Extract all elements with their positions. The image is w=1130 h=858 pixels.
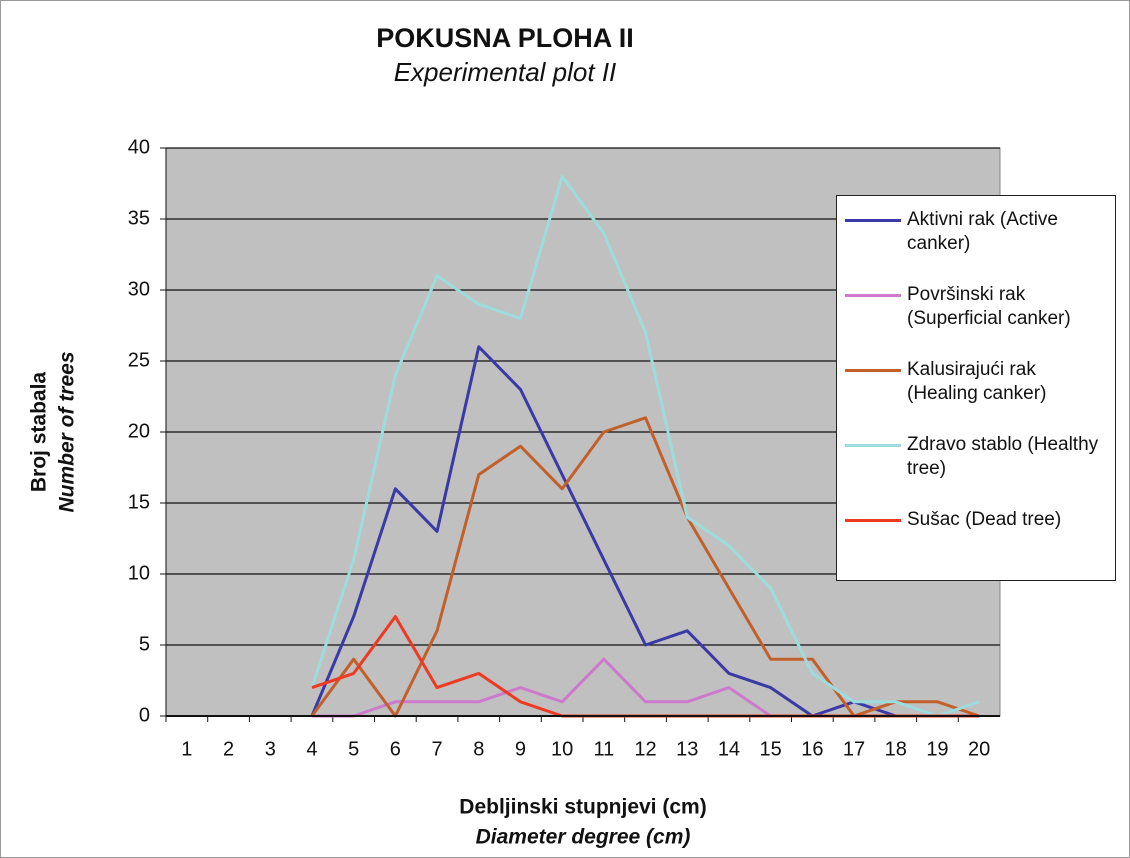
x-tick-label: 8 <box>473 738 484 760</box>
legend-label: Kalusirajući rak (Healing canker) <box>907 359 1047 404</box>
y-tick-label: 25 <box>128 349 150 371</box>
y-tick-label: 30 <box>128 278 150 300</box>
legend-entry: Površinski rak (Superficial canker) <box>845 283 1111 358</box>
legend-swatch <box>845 219 901 222</box>
legend-entry: Kalusirajući rak (Healing canker) <box>845 358 1111 433</box>
x-tick-label: 20 <box>968 738 990 760</box>
x-axis-label: Diameter degree (cm) <box>476 826 691 849</box>
y-axis-label: Broj stabala <box>28 372 51 493</box>
x-tick-label: 7 <box>431 738 442 760</box>
y-axis-label: Number of trees <box>56 351 79 512</box>
x-tick-label: 16 <box>801 738 823 760</box>
x-tick-label: 5 <box>348 738 359 760</box>
x-tick-label: 19 <box>926 738 948 760</box>
legend-swatch <box>845 519 901 522</box>
y-tick-label: 0 <box>139 704 150 726</box>
y-tick-label: 35 <box>128 207 150 229</box>
y-tick-label: 20 <box>128 420 150 442</box>
series-line <box>310 174 980 718</box>
y-tick-label: 10 <box>128 562 150 584</box>
x-tick-label: 4 <box>306 738 317 760</box>
x-axis-label: Debljinski stupnjevi (cm) <box>459 796 706 819</box>
legend-label: Zdravo stablo (Healthy tree) <box>907 434 1099 479</box>
legend-label: Površinski rak (Superficial canker) <box>907 284 1071 329</box>
chart-subtitle: Experimental plot II <box>394 57 617 87</box>
y-tick-label: 15 <box>128 491 150 513</box>
series-line <box>310 345 980 718</box>
x-tick-label: 11 <box>593 738 614 760</box>
x-tick-label: 14 <box>718 738 740 760</box>
x-tick-label: 10 <box>551 738 573 760</box>
legend-label: Aktivni rak (Active canker) <box>907 209 1058 254</box>
legend-swatch <box>845 444 901 447</box>
x-tick-label: 2 <box>223 738 234 760</box>
x-tick-label: 9 <box>515 738 526 760</box>
x-tick-label: 12 <box>634 738 656 760</box>
x-tick-label: 13 <box>676 738 698 760</box>
legend-entry: Aktivni rak (Active canker) <box>845 208 1111 283</box>
x-tick-label: 3 <box>265 738 276 760</box>
legend-entry: Sušac (Dead tree) <box>845 508 1111 583</box>
chart-title: POKUSNA PLOHA II <box>376 23 634 53</box>
legend-swatch <box>845 369 901 372</box>
y-tick-label: 40 <box>128 136 150 158</box>
legend-label: Sušac (Dead tree) <box>907 509 1062 530</box>
x-tick-label: 15 <box>760 738 782 760</box>
x-tick-label: 1 <box>181 738 192 760</box>
y-tick-label: 5 <box>139 633 150 655</box>
x-tick-label: 6 <box>390 738 401 760</box>
x-tick-label: 18 <box>885 738 907 760</box>
legend-entry: Zdravo stablo (Healthy tree) <box>845 433 1111 508</box>
series-line <box>310 416 980 718</box>
legend: Aktivni rak (Active canker) Površinski ra… <box>836 195 1116 581</box>
legend-swatch <box>845 294 901 297</box>
x-tick-label: 17 <box>843 738 865 760</box>
